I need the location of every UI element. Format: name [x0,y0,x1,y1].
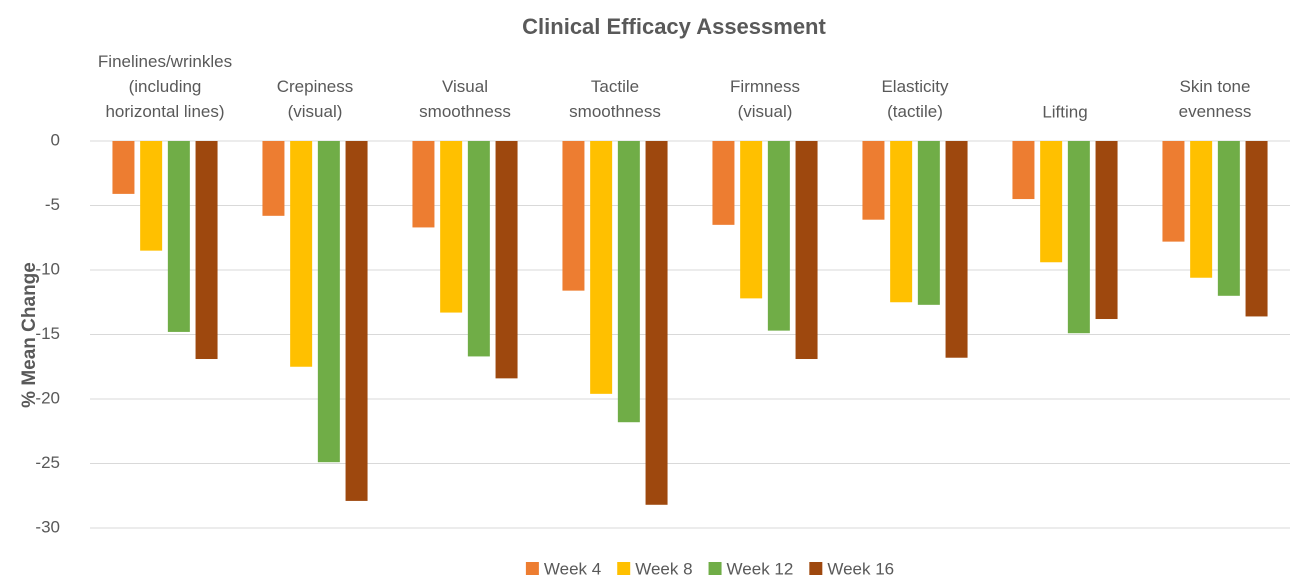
bar [862,141,885,220]
y-tick-label: -20 [35,388,60,407]
bar [890,141,913,303]
bar [740,141,763,299]
chart-title: Clinical Efficacy Assessment [522,14,826,39]
bar [1095,141,1118,320]
bar [767,141,790,331]
bar [712,141,735,225]
y-axis-title: % Mean Change [19,262,40,408]
y-tick-label: 0 [51,130,60,149]
bar [1162,141,1185,242]
bar [795,141,818,360]
bar [590,141,613,394]
bar [562,141,585,291]
legend-swatch [617,562,631,575]
bar [1190,141,1213,278]
x-tick-label: Tactile smoothness [569,77,661,121]
y-tick-label: -10 [35,259,60,278]
bar [945,141,968,358]
legend-swatch [809,562,823,575]
legend-label: Week 16 [827,559,894,578]
x-tick-label: Finelines/wrinkles (including horizontal l… [98,52,232,121]
x-tick-label: Lifting [1042,102,1087,121]
bar [195,141,218,360]
x-tick-label: Skin tone evenness [1179,77,1252,121]
legend-swatch [708,562,722,575]
y-tick-label: -30 [35,517,60,536]
bar [1012,141,1035,200]
bar [1245,141,1268,317]
x-tick-label: Firmness (visual) [730,77,800,121]
bar [1067,141,1090,334]
bar [1040,141,1063,263]
legend-swatch [525,562,539,575]
y-tick-label: -15 [35,324,60,343]
bar [467,141,490,357]
bar [440,141,463,313]
x-tick-label: Visual smoothness [419,77,511,121]
bar [290,141,313,367]
y-tick-label: -25 [35,453,60,472]
bar [262,141,285,216]
legend-label: Week 8 [635,559,692,578]
bar [617,141,640,423]
bar [1217,141,1240,296]
bar [645,141,668,505]
bar [412,141,435,228]
bar [167,141,190,332]
bar [917,141,940,305]
bar [112,141,135,194]
legend-label: Week 12 [727,559,794,578]
bar [495,141,518,379]
bar [345,141,368,501]
x-tick-label: Crepiness (visual) [277,77,354,121]
x-tick-label: Elasticity (tactile) [881,77,949,121]
y-tick-label: -5 [45,195,60,214]
bar [317,141,340,463]
bar [140,141,163,251]
legend-label: Week 4 [544,559,601,578]
